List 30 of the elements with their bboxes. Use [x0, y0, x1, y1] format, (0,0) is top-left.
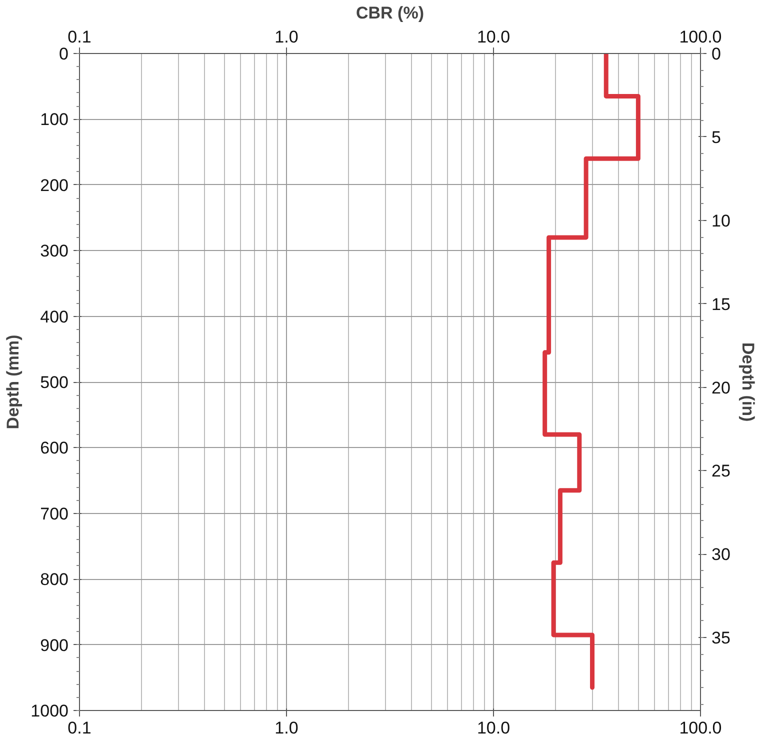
x-tick-label: 0.1 [68, 28, 92, 46]
y2-tick-label: 10 [712, 211, 730, 230]
y2-tick-label: 15 [712, 294, 730, 314]
y2-tick-label: 5 [712, 128, 721, 147]
y-tick-label: 300 [40, 242, 69, 261]
y2-axis-title: Depth (in) [738, 342, 758, 422]
y-tick-label: 1000 [30, 702, 69, 720]
x-tick-label: 100.0 [679, 28, 722, 46]
y-tick-label: 900 [40, 636, 69, 655]
y2-tick-label: 30 [712, 545, 730, 564]
y2-tick-label: 25 [712, 462, 730, 481]
y2-tick-label: 35 [712, 628, 730, 648]
text: 10.0 [476, 718, 510, 738]
y2-tick-label: 0 [712, 44, 721, 64]
x-axis-title: CBR (%) [356, 4, 424, 22]
x-tick-label: 1.0 [274, 28, 298, 46]
y-tick-label: 800 [40, 570, 69, 590]
y-tick-label: 0 [59, 44, 69, 64]
y-tick-label: 500 [40, 373, 69, 392]
y-tick-label: 600 [40, 438, 69, 458]
y2-tick-label: 20 [712, 378, 730, 398]
text: 0.1 [68, 718, 92, 738]
y-tick-label: 700 [40, 504, 69, 524]
text: 100.0 [679, 718, 722, 738]
y-axis-title: Depth (mm) [4, 334, 23, 430]
y-tick-label: 100 [40, 110, 69, 130]
text: 1.0 [274, 718, 298, 738]
y-tick-label: 400 [40, 307, 69, 326]
y-tick-label: 200 [40, 176, 69, 195]
x-tick-label: 10.0 [476, 28, 510, 46]
